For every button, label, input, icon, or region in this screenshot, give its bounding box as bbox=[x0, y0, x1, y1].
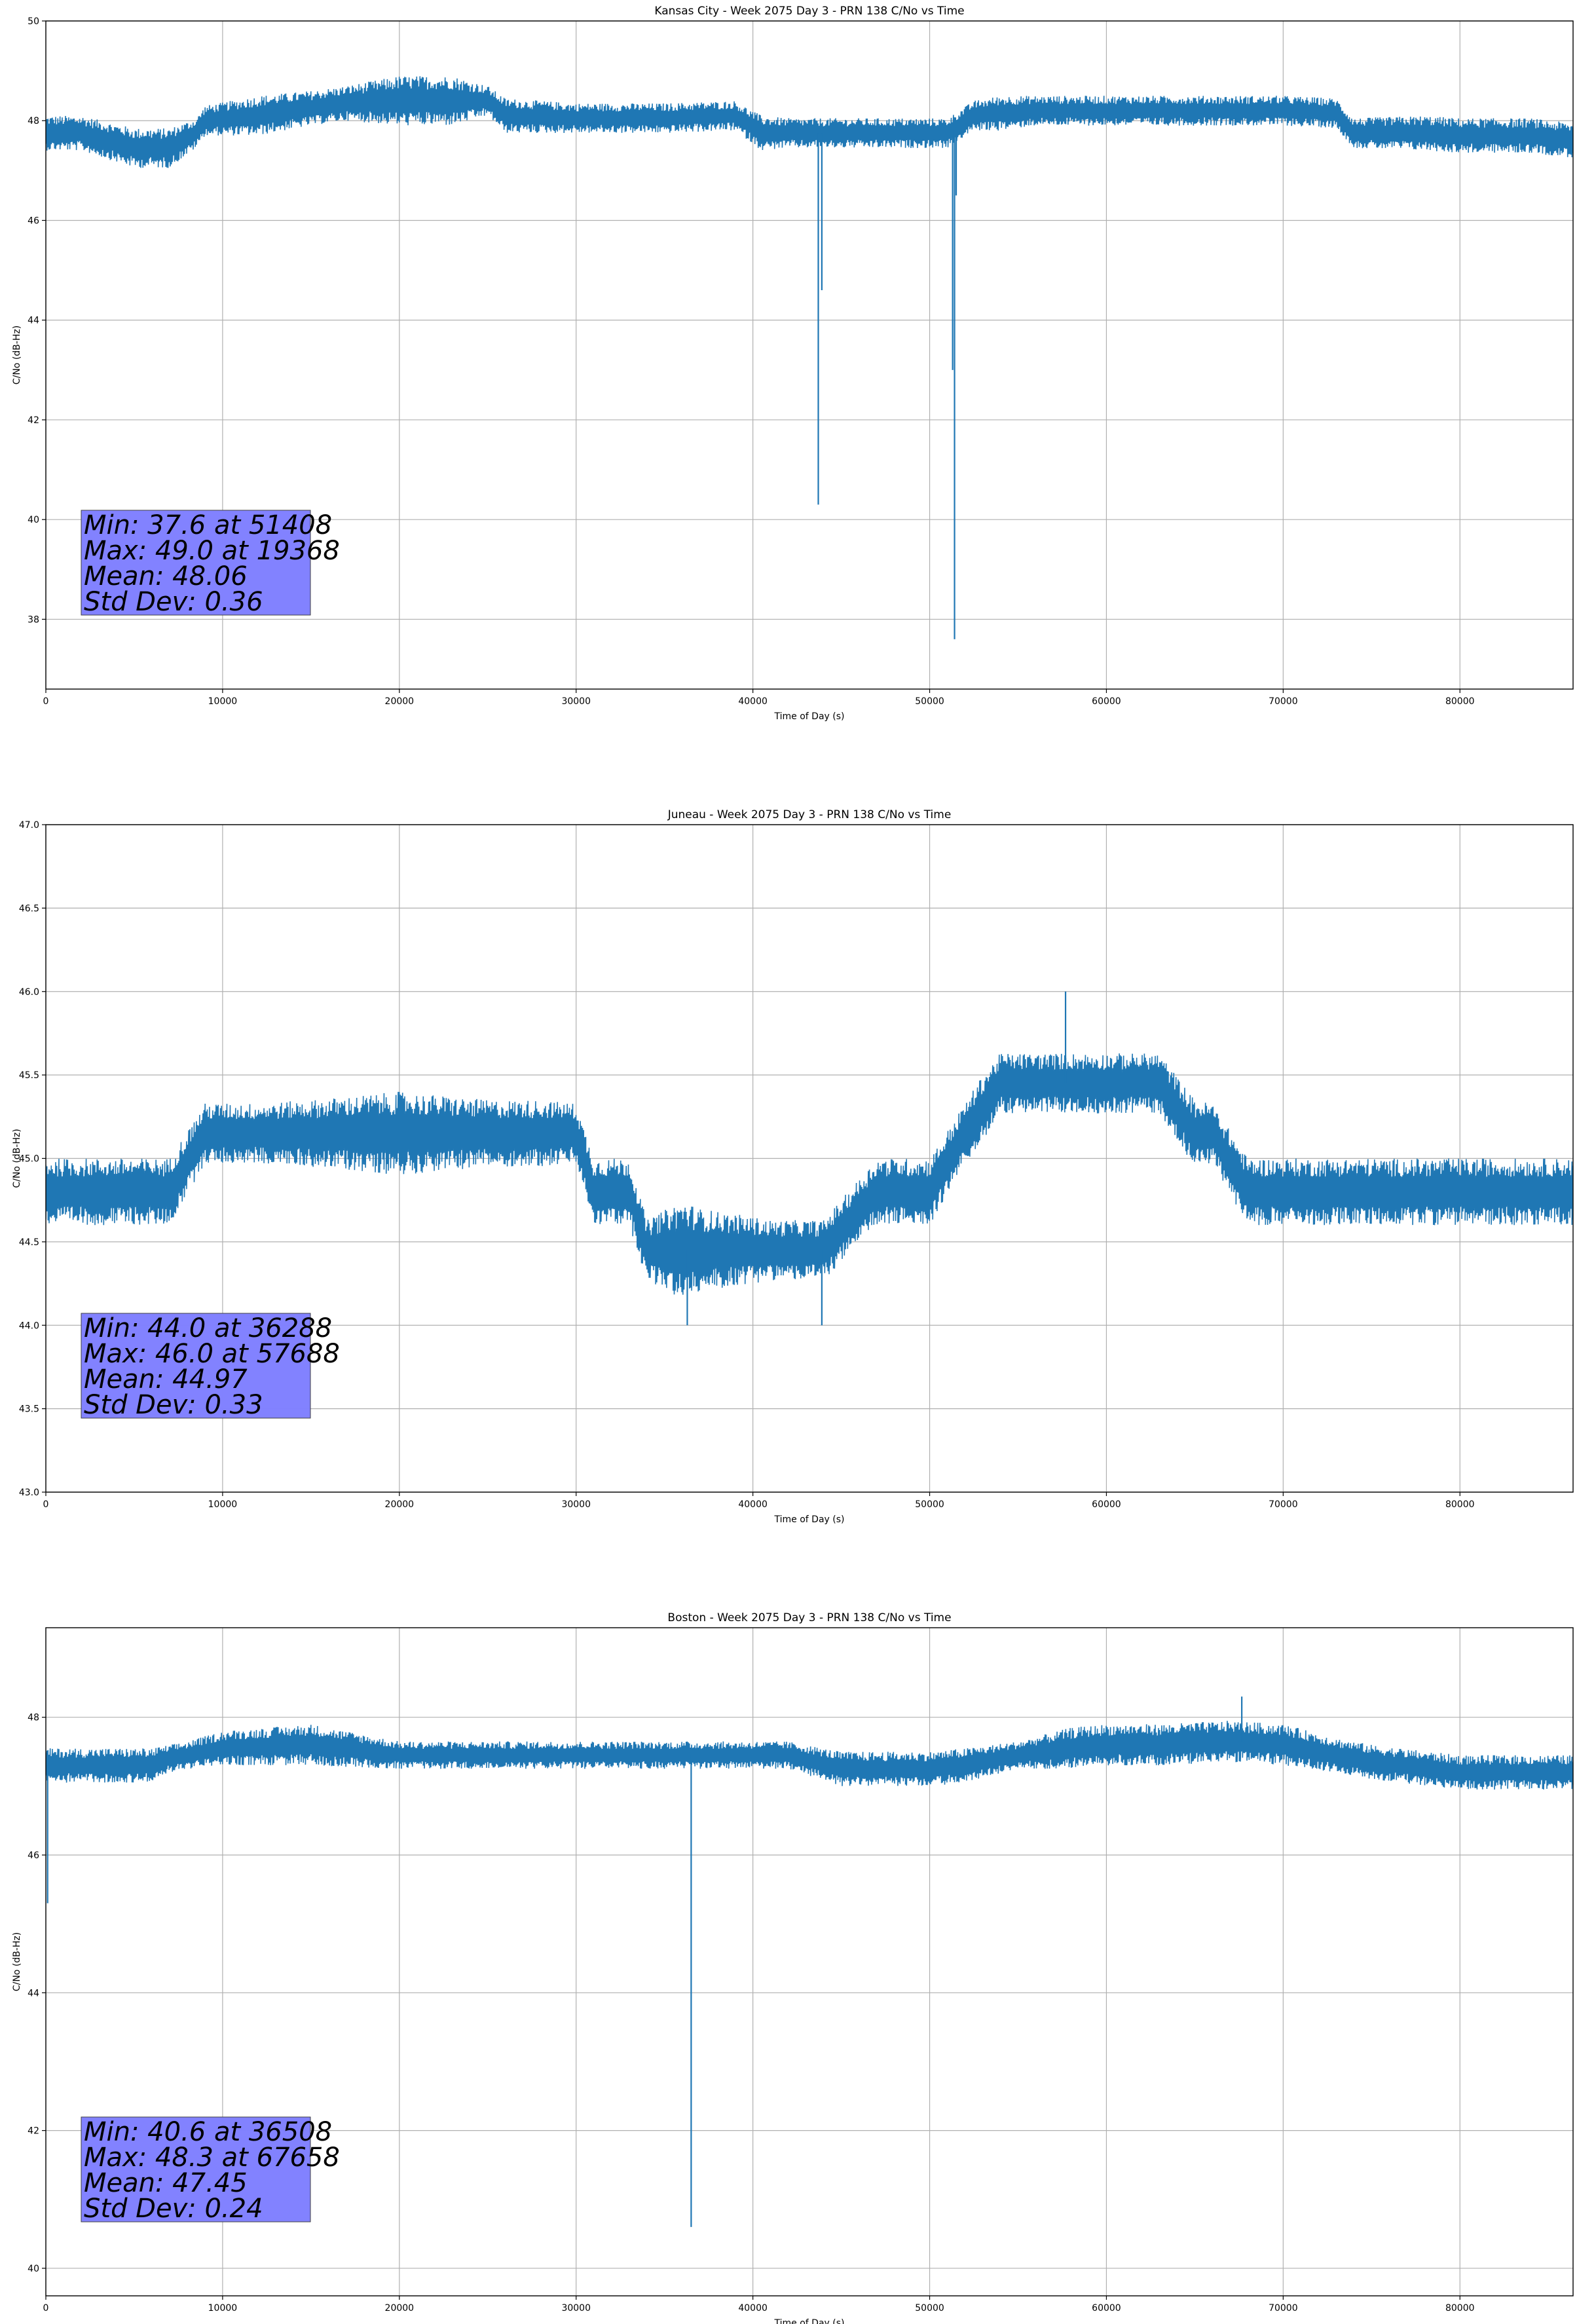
chart-0: Kansas City - Week 2075 Day 3 - PRN 138 … bbox=[12, 5, 1574, 722]
y-tick-label: 42 bbox=[28, 2126, 39, 2137]
x-tick-label: 60000 bbox=[1092, 1499, 1121, 1510]
x-tick-label: 10000 bbox=[208, 1499, 238, 1510]
stats-box bbox=[81, 510, 311, 616]
charts-root: Kansas City - Week 2075 Day 3 - PRN 138 … bbox=[12, 5, 1574, 2324]
stats-line: Mean: 48.06 bbox=[84, 561, 248, 591]
x-tick-label: 70000 bbox=[1269, 696, 1298, 707]
stats-line: Min: 40.6 at 36508 bbox=[84, 2117, 332, 2147]
stats-box bbox=[81, 1313, 311, 1419]
x-tick-label: 0 bbox=[43, 1499, 49, 1510]
y-tick-label: 44 bbox=[28, 316, 39, 326]
y-tick-label: 45.5 bbox=[19, 1070, 39, 1081]
x-tick-label: 60000 bbox=[1092, 2303, 1121, 2314]
x-tick-label: 10000 bbox=[208, 2303, 238, 2314]
y-tick-label: 46.0 bbox=[19, 987, 39, 998]
plot-frame bbox=[45, 20, 1574, 690]
y-tick-label: 50 bbox=[28, 16, 39, 27]
x-tick-label: 80000 bbox=[1445, 1499, 1475, 1510]
y-tick-label: 46.5 bbox=[19, 903, 39, 914]
x-tick-label: 0 bbox=[43, 696, 49, 707]
stats-line: Max: 48.3 at 67658 bbox=[84, 2143, 340, 2173]
chart-title: Juneau - Week 2075 Day 3 - PRN 138 C/No … bbox=[667, 808, 952, 821]
y-tick-label: 47.0 bbox=[19, 820, 39, 831]
x-tick-label: 20000 bbox=[385, 696, 415, 707]
stats-line: Min: 44.0 at 36288 bbox=[84, 1313, 332, 1343]
y-tick-label: 48 bbox=[28, 1713, 39, 1723]
y-tick-label: 46 bbox=[28, 216, 39, 226]
x-tick-label: 40000 bbox=[738, 2303, 768, 2314]
chart-title: Kansas City - Week 2075 Day 3 - PRN 138 … bbox=[654, 5, 964, 18]
x-tick-label: 40000 bbox=[738, 1499, 768, 1510]
x-tick-label: 70000 bbox=[1269, 1499, 1298, 1510]
y-tick-label: 44.0 bbox=[19, 1321, 39, 1331]
stats-line: Max: 46.0 at 57688 bbox=[84, 1339, 340, 1369]
x-axis-label: Time of Day (s) bbox=[774, 711, 845, 722]
y-tick-label: 40 bbox=[28, 2264, 39, 2274]
series-line bbox=[46, 1053, 1573, 1295]
x-tick-label: 30000 bbox=[561, 2303, 591, 2314]
series-line bbox=[46, 1721, 1573, 1790]
x-tick-label: 80000 bbox=[1445, 2303, 1475, 2314]
x-tick-label: 40000 bbox=[738, 696, 768, 707]
stats-line: Std Dev: 0.33 bbox=[84, 1390, 263, 1420]
chart-1: Juneau - Week 2075 Day 3 - PRN 138 C/No … bbox=[12, 808, 1574, 1525]
chart-2: Boston - Week 2075 Day 3 - PRN 138 C/No … bbox=[12, 1611, 1574, 2324]
y-tick-label: 43.0 bbox=[19, 1488, 39, 1498]
x-tick-label: 0 bbox=[43, 2303, 49, 2314]
chart-title: Boston - Week 2075 Day 3 - PRN 138 C/No … bbox=[667, 1611, 951, 1624]
x-tick-label: 50000 bbox=[915, 696, 944, 707]
x-tick-label: 20000 bbox=[385, 1499, 415, 1510]
x-axis-label: Time of Day (s) bbox=[774, 1514, 845, 1525]
y-tick-label: 40 bbox=[28, 515, 39, 525]
y-tick-label: 46 bbox=[28, 1850, 39, 1861]
y-tick-label: 48 bbox=[28, 116, 39, 126]
plot-frame bbox=[45, 1627, 1574, 2296]
x-tick-label: 10000 bbox=[208, 696, 238, 707]
x-tick-label: 30000 bbox=[561, 1499, 591, 1510]
y-tick-label: 44 bbox=[28, 1988, 39, 1998]
y-axis-label: C/No (dB-Hz) bbox=[12, 326, 22, 384]
x-tick-label: 60000 bbox=[1092, 696, 1121, 707]
y-tick-label: 42 bbox=[28, 415, 39, 426]
stats-line: Min: 37.6 at 51408 bbox=[84, 510, 332, 540]
x-tick-label: 50000 bbox=[915, 2303, 944, 2314]
stats-line: Mean: 44.97 bbox=[84, 1364, 248, 1395]
y-tick-label: 43.5 bbox=[19, 1404, 39, 1415]
x-tick-label: 80000 bbox=[1445, 696, 1475, 707]
x-tick-label: 50000 bbox=[915, 1499, 944, 1510]
y-axis-label: C/No (dB-Hz) bbox=[12, 1129, 22, 1188]
series-line bbox=[46, 76, 1573, 168]
x-tick-label: 70000 bbox=[1269, 2303, 1298, 2314]
y-tick-label: 44.5 bbox=[19, 1237, 39, 1248]
x-axis-label: Time of Day (s) bbox=[774, 2318, 845, 2324]
stats-line: Max: 49.0 at 19368 bbox=[84, 536, 340, 566]
stats-line: Mean: 47.45 bbox=[84, 2168, 248, 2198]
stats-line: Std Dev: 0.36 bbox=[84, 587, 263, 617]
y-axis-label: C/No (dB-Hz) bbox=[12, 1932, 22, 1991]
y-tick-label: 45.0 bbox=[19, 1154, 39, 1165]
plot-frame bbox=[45, 824, 1574, 1493]
x-tick-label: 30000 bbox=[561, 696, 591, 707]
stats-box bbox=[81, 2116, 311, 2222]
y-tick-label: 38 bbox=[28, 614, 39, 625]
x-tick-label: 20000 bbox=[385, 2303, 415, 2314]
stats-line: Std Dev: 0.24 bbox=[84, 2194, 263, 2224]
